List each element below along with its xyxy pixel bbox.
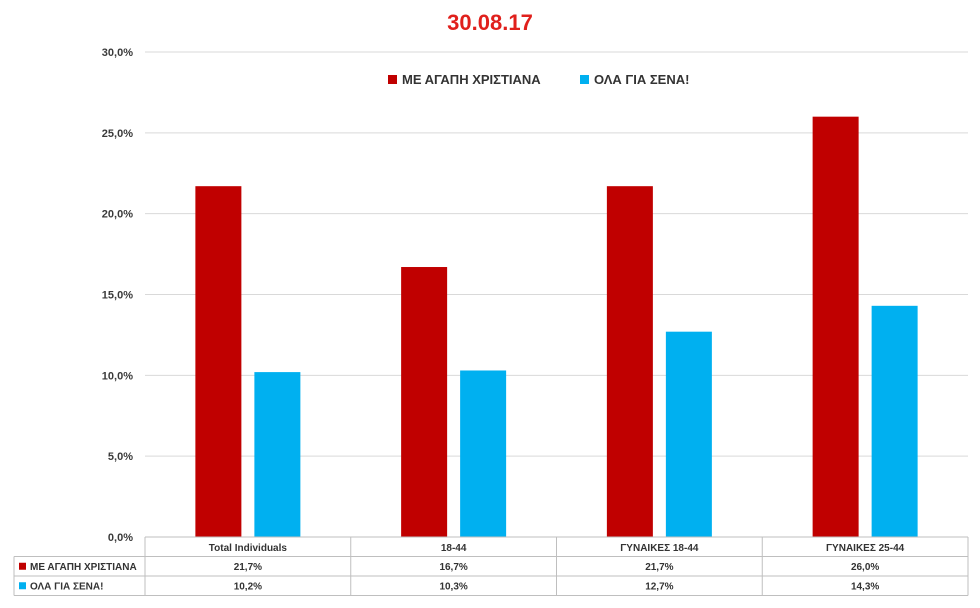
legend-label-series-2: ΟΛΑ ΓΙΑ ΣΕΝΑ! [594,72,689,87]
category-label: 18-44 [441,543,467,554]
y-axis-ticks: 0,0% 5,0% 10,0% 15,0% 20,0% 25,0% 30,0% [102,47,133,544]
legend: ΜΕ ΑΓΑΠΗ ΧΡΙΣΤΙΑΝΑ ΟΛΑ ΓΙΑ ΣΕΝΑ! [388,72,689,87]
y-tick-label: 25,0% [102,128,133,140]
y-tick-label: 20,0% [102,209,133,221]
data-label: 10,2% [234,581,262,592]
bar-series-2-1 [254,372,301,537]
data-label: 21,7% [234,562,262,573]
legend-label-series-1: ΜΕ ΑΓΑΠΗ ΧΡΙΣΤΙΑΝΑ [402,72,541,87]
chart-title: 30.08.17 [447,10,533,35]
bar-series-1-4 [812,116,859,538]
y-tick-label: 30,0% [102,47,133,59]
bar-series-2-3 [665,331,712,537]
y-tick-label: 5,0% [108,451,133,463]
table-key-series-2 [19,582,26,590]
category-label: ΓΥΝΑΙΚΕΣ 18-44 [620,543,699,554]
bar-series-2-4 [871,305,918,537]
data-label: 14,3% [851,581,879,592]
data-label: 10,3% [439,581,467,592]
y-tick-label: 10,0% [102,370,133,382]
table-key-series-1 [19,562,26,570]
table-series-name: ΟΛΑ ΓΙΑ ΣΕΝΑ! [30,581,103,592]
category-label: Total Individuals [209,543,288,554]
data-label: 21,7% [645,562,673,573]
data-table: Total Individuals 18-44 ΓΥΝΑΙΚΕΣ 18-44 ΓΥΝΑ… [13,536,969,596]
legend-swatch-series-2 [580,75,589,84]
category-label: ΓΥΝΑΙΚΕΣ 25-44 [826,543,905,554]
legend-swatch-series-1 [388,75,397,84]
data-label: 16,7% [439,562,467,573]
table-series-name: ΜΕ ΑΓΑΠΗ ΧΡΙΣΤΙΑΝΑ [30,562,137,573]
y-tick-label: 15,0% [102,290,133,302]
bar-series-2-2 [460,370,507,537]
bars [195,116,918,538]
y-tick-label: 0,0% [108,532,133,544]
bar-series-1-2 [401,267,448,537]
bar-series-1-3 [606,186,653,537]
data-label: 12,7% [645,581,673,592]
bar-series-1-1 [195,186,242,537]
data-label: 26,0% [851,562,879,573]
